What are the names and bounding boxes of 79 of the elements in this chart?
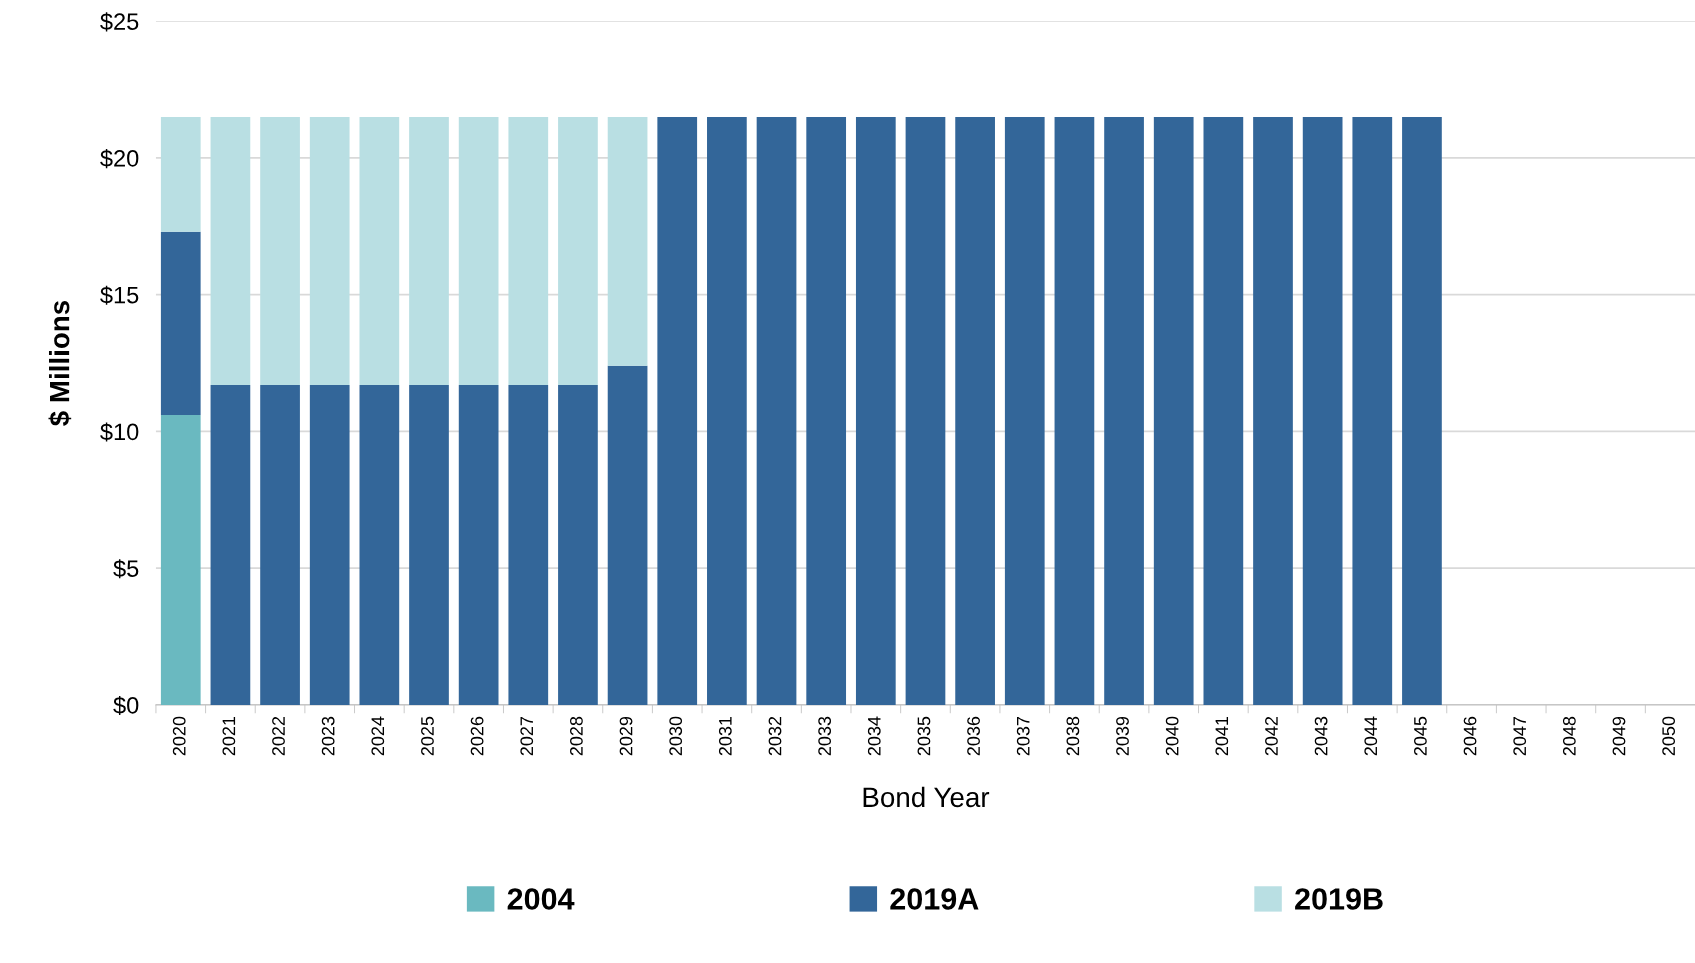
bar xyxy=(309,116,350,385)
x-tick-label: 2031 xyxy=(718,716,732,756)
x-tick-label: 2029 xyxy=(619,716,633,756)
bar xyxy=(657,116,698,705)
bar xyxy=(707,116,747,705)
y-tick-label: $0 xyxy=(113,695,139,716)
bar xyxy=(409,384,449,705)
bar xyxy=(1054,116,1095,705)
bar xyxy=(1302,116,1343,705)
x-tick-label: 2032 xyxy=(768,716,782,756)
x-tick-label: 2045 xyxy=(1414,716,1427,756)
x-tick-label: 2020 xyxy=(172,716,186,756)
y-tick-label: $10 xyxy=(100,422,139,442)
x-tick-label: 2040 xyxy=(1165,716,1179,756)
x-tick-label: 2046 xyxy=(1463,716,1477,756)
bar xyxy=(1004,116,1045,705)
bar xyxy=(955,116,995,705)
bar xyxy=(1352,116,1393,705)
bar xyxy=(409,116,449,385)
bar xyxy=(558,384,598,705)
bar xyxy=(1253,116,1293,705)
x-tick-label: 2042 xyxy=(1265,716,1278,756)
x-tick-label: 2021 xyxy=(222,716,236,756)
y-tick-label: $5 xyxy=(113,559,139,579)
bar xyxy=(508,116,549,385)
legend-label: 2004 xyxy=(507,888,575,910)
bar xyxy=(458,384,499,705)
x-tick-label: 2036 xyxy=(967,716,980,756)
x-tick-label: 2047 xyxy=(1513,716,1527,756)
x-axis-title: Bond Year xyxy=(863,786,990,808)
bar xyxy=(607,116,648,366)
bar xyxy=(210,116,251,385)
bar xyxy=(558,116,598,385)
x-tick-label: 2030 xyxy=(669,716,683,756)
x-tick-label: 2023 xyxy=(321,716,335,756)
x-tick-label: 2050 xyxy=(1662,716,1676,756)
x-tick-label: 2041 xyxy=(1215,716,1229,756)
x-tick-label: 2034 xyxy=(867,716,881,756)
bar xyxy=(160,231,201,416)
bar xyxy=(1203,116,1244,705)
legend-label: 2019B xyxy=(1295,888,1383,910)
y-tick-label: $25 xyxy=(100,12,139,32)
x-tick-label: 2024 xyxy=(371,716,385,756)
x-tick-label: 2049 xyxy=(1612,716,1626,756)
bar xyxy=(210,384,251,705)
bar xyxy=(260,116,300,385)
bar xyxy=(905,116,946,705)
y-axis-title: $ Millions xyxy=(48,300,72,426)
x-tick-label: 2028 xyxy=(570,716,583,756)
x-tick-label: 2026 xyxy=(470,716,484,756)
y-tick-label: $15 xyxy=(100,285,139,305)
bar xyxy=(1104,116,1144,705)
x-tick-label: 2039 xyxy=(1116,716,1129,756)
x-tick-label: 2022 xyxy=(272,716,285,756)
bar xyxy=(1153,116,1194,705)
bar xyxy=(309,384,350,705)
x-tick-label: 2025 xyxy=(421,716,434,756)
x-tick-label: 2037 xyxy=(1016,716,1030,756)
bar xyxy=(359,384,400,705)
bar xyxy=(160,116,201,232)
bar xyxy=(359,116,400,385)
x-tick-label: 2038 xyxy=(1066,716,1080,756)
bar xyxy=(260,384,300,705)
x-tick-label: 2048 xyxy=(1562,716,1576,756)
bar xyxy=(855,116,896,705)
y-tick-label: $20 xyxy=(100,149,139,169)
legend-label: 2019A xyxy=(890,888,979,910)
bar xyxy=(508,384,549,705)
x-tick-label: 2035 xyxy=(917,716,931,756)
bar xyxy=(756,116,797,705)
x-tick-label: 2044 xyxy=(1364,716,1378,756)
bar xyxy=(160,415,201,705)
x-tick-label: 2043 xyxy=(1314,716,1328,756)
bar xyxy=(607,365,648,705)
x-tick-label: 2027 xyxy=(520,716,534,756)
bar xyxy=(1402,116,1442,705)
bar xyxy=(806,116,847,705)
x-tick-label: 2033 xyxy=(818,716,832,756)
bar xyxy=(458,116,499,385)
